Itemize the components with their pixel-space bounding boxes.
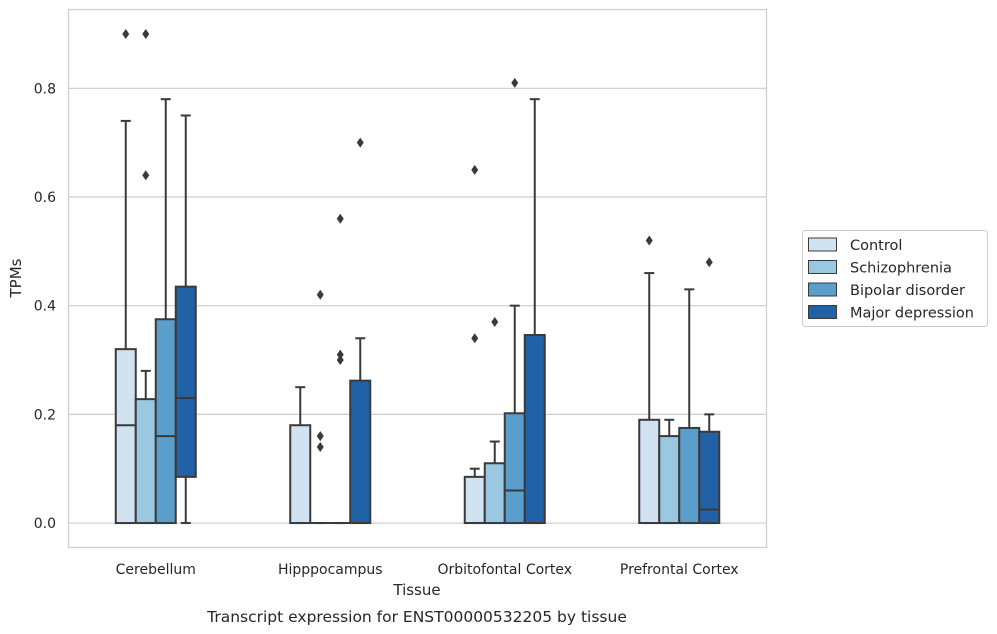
y-tick-label: 0.6 (34, 190, 56, 206)
box-body (678, 426, 701, 525)
x-tick-label: Cerebellum (116, 562, 196, 578)
box-groups (114, 28, 721, 525)
box-body (503, 412, 526, 525)
legend-swatch (808, 282, 837, 297)
box-body (483, 462, 506, 525)
box-body (349, 379, 372, 525)
outlier-marker (356, 137, 364, 148)
y-tick-label: 0.4 (34, 299, 56, 315)
outlier-marker (336, 355, 344, 366)
outlier-marker (316, 289, 324, 300)
box-body (114, 348, 137, 525)
box-3-0 (638, 235, 661, 525)
legend-label: Schizophrenia (850, 261, 952, 277)
box-2-0 (463, 164, 486, 525)
x-tick-label: Prefrontal Cortex (620, 562, 739, 578)
box-3-3 (698, 257, 721, 525)
box-1-2 (330, 213, 351, 525)
box-body (658, 435, 681, 525)
box-body (289, 424, 312, 525)
legend-label: Bipolar disorder (850, 283, 965, 299)
y-axis-label: TPMs (7, 258, 25, 298)
y-tick-label: 0.8 (34, 81, 56, 97)
legend-label: Control (850, 238, 902, 254)
legend-label: Major depression (850, 306, 974, 322)
y-tick-labels: 0.0 0.2 0.4 0.6 0.8 (34, 81, 56, 532)
box-body (154, 318, 177, 525)
box-0-0 (114, 28, 137, 525)
outlier-marker (471, 164, 479, 175)
box-2-3 (523, 98, 546, 525)
outlier-marker (316, 431, 324, 442)
legend-frame (802, 230, 988, 327)
outlier-marker (491, 316, 499, 327)
x-tick-labels: Cerebellum Hipppocampus Orbitofontal Corte… (116, 562, 739, 578)
box-body (463, 475, 486, 525)
box-body (134, 398, 157, 525)
x-tick-label: Hipppocampus (278, 562, 383, 578)
box-1-1 (310, 289, 331, 525)
legend-swatch (808, 237, 837, 252)
y-tick-label: 0.0 (34, 516, 56, 532)
outlier-marker (705, 257, 713, 268)
x-tick-label: Orbitofontal Cortex (437, 562, 572, 578)
outlier-marker (142, 28, 150, 39)
x-axis-label: Tissue (392, 581, 440, 599)
box-body (638, 418, 661, 525)
outlier-marker (142, 170, 150, 181)
box-0-3 (174, 114, 197, 525)
outlier-marker (336, 349, 344, 360)
outlier-marker (336, 213, 344, 224)
box-body (523, 334, 546, 525)
box-body (698, 430, 721, 525)
y-tick-label: 0.2 (34, 407, 56, 423)
chart-caption: Transcript expression for ENST0000053220… (206, 608, 627, 626)
outlier-marker (471, 333, 479, 344)
outlier-marker (122, 28, 130, 39)
legend: Control Schizophrenia Bipolar disorder Majo… (802, 230, 988, 327)
box-body (174, 285, 197, 478)
box-1-0 (289, 386, 312, 525)
outlier-marker (645, 235, 653, 246)
box-3-2 (678, 288, 701, 525)
outlier-marker (511, 77, 519, 88)
box-1-3 (349, 137, 372, 525)
legend-swatch (808, 305, 837, 319)
box-3-1 (658, 418, 681, 525)
legend-swatch (808, 260, 837, 274)
outlier-marker (316, 441, 324, 452)
